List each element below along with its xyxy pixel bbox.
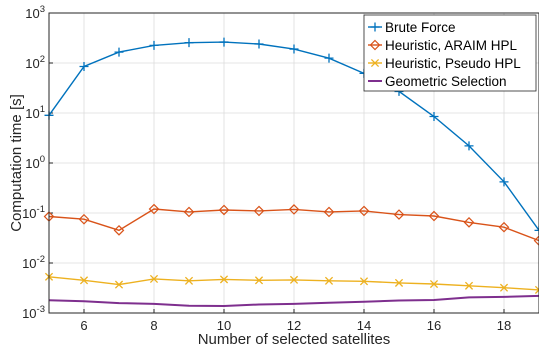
data-point — [288, 204, 300, 215]
legend: Brute Force Heuristic, ARAIM HPL Heuristic… — [363, 14, 537, 92]
x-tick-labels: 6 8 10 12 14 16 18 — [80, 318, 511, 333]
series-2 — [44, 272, 539, 294]
y-tick-label: 10-2 — [22, 254, 45, 271]
legend-item: Heuristic, Pseudo HPL — [368, 56, 521, 71]
data-point — [428, 210, 440, 222]
data-point — [113, 224, 125, 236]
data-point — [184, 38, 194, 48]
x-tick-label: 6 — [80, 318, 87, 333]
legend-marker — [370, 22, 380, 32]
data-point — [114, 47, 124, 57]
data-point — [148, 203, 160, 215]
data-point — [254, 276, 264, 285]
data-point — [114, 280, 124, 289]
data-point — [394, 278, 404, 287]
data-point — [253, 205, 265, 217]
x-tick-label: 18 — [497, 318, 511, 333]
legend-marker — [369, 39, 381, 51]
y-tick-label: 102 — [25, 54, 45, 71]
data-point — [393, 209, 405, 220]
data-point — [429, 112, 439, 122]
series-line — [48, 294, 539, 308]
series-1 — [43, 203, 539, 246]
data-point — [184, 276, 194, 285]
data-point — [358, 205, 370, 217]
data-point — [463, 217, 475, 228]
data-point — [324, 53, 334, 63]
data-point — [324, 276, 334, 285]
legend-label: Brute Force — [385, 20, 456, 35]
plot-frame — [48, 12, 539, 314]
data-point — [149, 40, 159, 50]
data-point — [534, 225, 539, 235]
data-point — [464, 281, 474, 290]
y-tick-labels: 10-3 10-2 10-1 100 101 102 103 — [22, 4, 45, 321]
data-point — [218, 204, 230, 216]
legend-label: Heuristic, ARAIM HPL — [385, 38, 518, 53]
legend-item: Heuristic, ARAIM HPL — [368, 38, 518, 53]
x-tick-label: 16 — [427, 318, 441, 333]
data-point — [219, 275, 229, 284]
data-point — [429, 279, 439, 289]
legend-item: Brute Force — [368, 20, 456, 35]
y-tick-label: 10-1 — [22, 204, 45, 221]
data-point — [464, 141, 474, 151]
data-point — [254, 39, 264, 49]
y-tick-label: 10-3 — [22, 304, 45, 321]
data-point — [359, 277, 369, 286]
x-tick-label: 14 — [357, 318, 371, 333]
data-point — [323, 206, 335, 218]
data-point — [499, 283, 509, 292]
data-point — [79, 62, 89, 72]
data-point — [149, 274, 159, 283]
y-tick-label: 100 — [25, 154, 45, 171]
legend-item: Geometric Selection — [368, 74, 507, 89]
x-tick-label: 10 — [217, 318, 231, 333]
y-tick-label: 101 — [25, 104, 45, 121]
data-point — [183, 206, 195, 218]
y-axis-label: Computation time [s] — [8, 94, 25, 232]
legend-box — [363, 14, 537, 92]
legend-label: Heuristic, Pseudo HPL — [385, 56, 521, 71]
data-point — [78, 213, 90, 225]
series-3 — [48, 294, 539, 308]
series-layer — [43, 37, 539, 308]
x-axis-label: Number of selected satellites — [198, 331, 391, 348]
data-point — [499, 177, 509, 187]
data-point — [498, 221, 510, 233]
data-point — [533, 235, 539, 246]
data-point — [534, 285, 539, 294]
y-tick-label: 103 — [25, 4, 45, 21]
legend-label: Geometric Selection — [385, 74, 507, 89]
data-point — [79, 276, 89, 285]
data-point — [219, 37, 229, 47]
x-tick-label: 8 — [150, 318, 157, 333]
series-line — [48, 208, 539, 242]
legend-marker — [370, 58, 380, 68]
x-tick-label: 12 — [287, 318, 301, 333]
data-point — [289, 44, 299, 54]
data-point — [289, 275, 299, 284]
